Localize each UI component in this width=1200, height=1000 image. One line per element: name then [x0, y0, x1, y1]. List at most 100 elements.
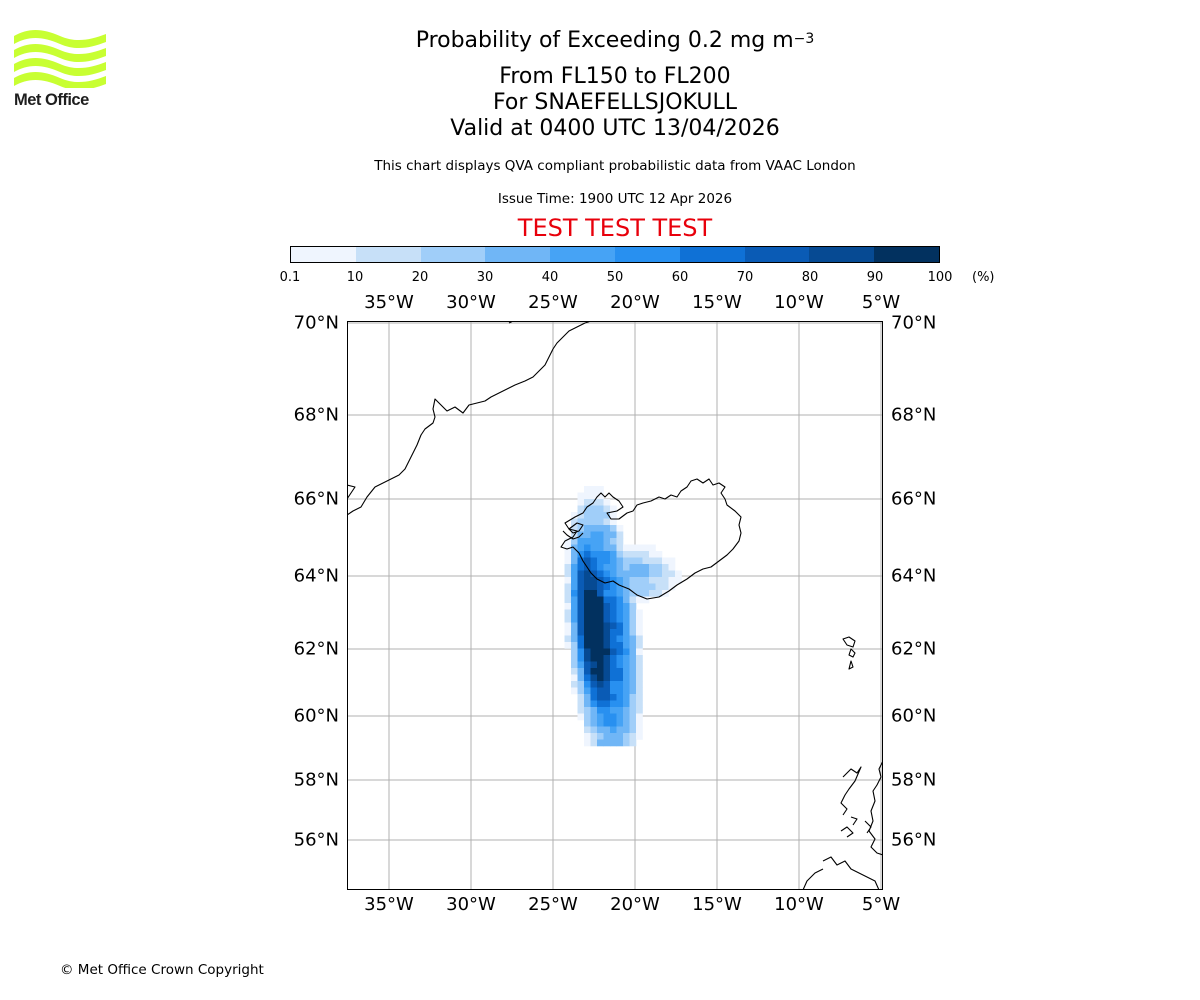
plume-cell: [675, 570, 682, 578]
plume-cell: [623, 642, 630, 649]
plume-cell: [577, 570, 585, 578]
plume-cell: [623, 616, 630, 623]
plume-cell: [616, 551, 624, 558]
plume-cell: [636, 544, 643, 552]
plume-cell: [655, 570, 663, 578]
logo-wave: [14, 44, 106, 63]
plume-cell: [564, 538, 572, 545]
plume-cell: [564, 616, 572, 623]
plume-cell: [603, 642, 611, 649]
plume-cell: [642, 557, 650, 565]
plume-cell: [590, 655, 598, 662]
plume-cell: [577, 648, 585, 656]
longitude-label-bottom: 25°W: [528, 894, 578, 915]
plume-cell: [655, 564, 663, 571]
plume-cell: [603, 661, 611, 669]
plume-cell: [623, 564, 630, 571]
plume-cell: [629, 583, 637, 591]
plume-cell: [577, 492, 585, 500]
plume-cell: [571, 603, 578, 610]
latitude-label-left: 58°N: [293, 769, 339, 791]
plume-cell: [636, 609, 643, 617]
plume-cell: [584, 544, 591, 552]
longitude-label-bottom: 15°W: [692, 894, 742, 915]
plume-cell: [610, 726, 617, 734]
plume-cell: [616, 525, 624, 532]
plume-cell: [610, 557, 617, 565]
plume-cell: [584, 674, 591, 682]
plume-cell: [603, 648, 611, 656]
plume-cell: [649, 590, 656, 597]
plume-cell: [636, 681, 643, 688]
plume-cell: [623, 707, 630, 714]
plume-cell: [564, 590, 572, 597]
plume-cell: [584, 583, 591, 591]
plume-cell: [597, 635, 604, 643]
plume-cell: [616, 590, 624, 597]
plume-cell: [577, 700, 585, 708]
plume-cell: [636, 674, 643, 682]
longitude-label-top: 5°W: [861, 292, 901, 313]
plume-cell: [623, 739, 630, 747]
latitude-label-right: 68°N: [891, 404, 937, 426]
chart-title: Probability of Exceeding 0.2 mg m−3: [415, 28, 815, 53]
plume-cell: [603, 668, 611, 675]
longitude-label-bottom: 5°W: [861, 894, 901, 915]
plume-cell: [603, 622, 611, 630]
plume-cell: [571, 525, 578, 532]
plume-cell: [571, 590, 578, 597]
plume-cell: [584, 622, 591, 630]
longitude-label-top: 30°W: [446, 292, 496, 313]
latitude-label-right: 64°N: [891, 565, 937, 587]
longitude-label-top: 15°W: [692, 292, 742, 313]
plume-cell: [584, 577, 591, 584]
plume-cell: [577, 518, 585, 526]
plume-cell: [590, 733, 598, 740]
flight-level-range: From FL150 to FL200: [499, 64, 731, 89]
plume-cell: [636, 707, 643, 714]
plume-cell: [603, 596, 611, 604]
plume-cell: [603, 525, 611, 532]
plume-cell: [590, 551, 598, 558]
latitude-label-left: 62°N: [293, 638, 339, 660]
scotland-coastline: [802, 760, 883, 890]
plume-cell: [623, 694, 630, 701]
plume-cell: [603, 499, 611, 506]
plume-cell: [584, 557, 591, 565]
plume-cell: [564, 629, 572, 636]
plume-cell: [668, 583, 676, 591]
plume-cell: [616, 707, 624, 714]
plume-cell: [590, 694, 598, 701]
plume-cell: [584, 538, 591, 545]
plume-cell: [649, 570, 656, 578]
plume-cell: [597, 629, 604, 636]
plume-cell: [597, 668, 604, 675]
plume-cell: [616, 700, 624, 708]
plume-cell: [616, 577, 624, 584]
longitude-label-top: 25°W: [528, 292, 578, 313]
plume-cell: [662, 564, 669, 571]
latitude-label-right: 60°N: [891, 705, 937, 727]
plume-cell: [629, 609, 637, 617]
plume-cell: [571, 570, 578, 578]
plume-cell: [610, 544, 617, 552]
plume-cell: [597, 700, 604, 708]
plume-cell: [571, 583, 578, 591]
plume-cell: [577, 505, 585, 513]
plume-cell: [597, 590, 604, 597]
plume-cell: [603, 629, 611, 636]
plume-cell: [590, 609, 598, 617]
plume-cell: [564, 544, 572, 552]
plume-cell: [564, 564, 572, 571]
plume-cell: [603, 603, 611, 610]
plume-cell: [584, 525, 591, 532]
colorbar-tick-label: 20: [411, 270, 429, 285]
plume-cell: [564, 642, 572, 649]
plume-cell: [610, 674, 617, 682]
plume-cell: [577, 577, 585, 584]
plume-cell: [610, 739, 617, 747]
plume-cell: [629, 739, 637, 747]
plume-cell: [623, 655, 630, 662]
longitude-label-top: 10°W: [774, 292, 824, 313]
colorbar-segment: [809, 247, 875, 262]
